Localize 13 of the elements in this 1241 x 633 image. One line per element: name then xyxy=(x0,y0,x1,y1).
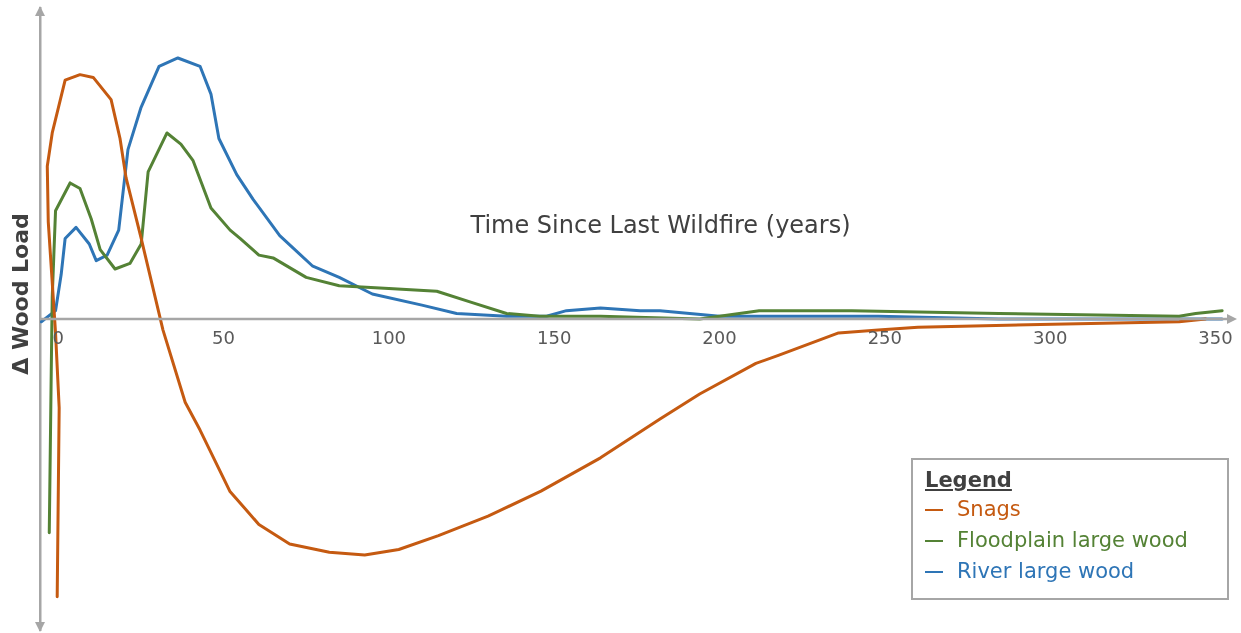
x-tick-label: 150 xyxy=(537,326,572,348)
x-tick-label: 250 xyxy=(867,326,903,348)
x-axis-title: Time Since Last Wildfire (years) xyxy=(469,211,851,240)
x-tick-label: 350 xyxy=(1198,326,1233,348)
x-tick-label: 50 xyxy=(212,326,235,348)
legend-title: Legend xyxy=(925,468,1013,492)
y-axis-title: Δ Wood Load xyxy=(7,213,33,375)
x-tick-label: 200 xyxy=(702,326,737,348)
x-tick-label: 100 xyxy=(371,326,407,348)
legend-label: Snags xyxy=(957,497,1021,521)
legend-label: River large wood xyxy=(957,559,1135,583)
legend-label: Floodplain large wood xyxy=(957,528,1188,552)
x-tick-label: 300 xyxy=(1033,326,1068,348)
